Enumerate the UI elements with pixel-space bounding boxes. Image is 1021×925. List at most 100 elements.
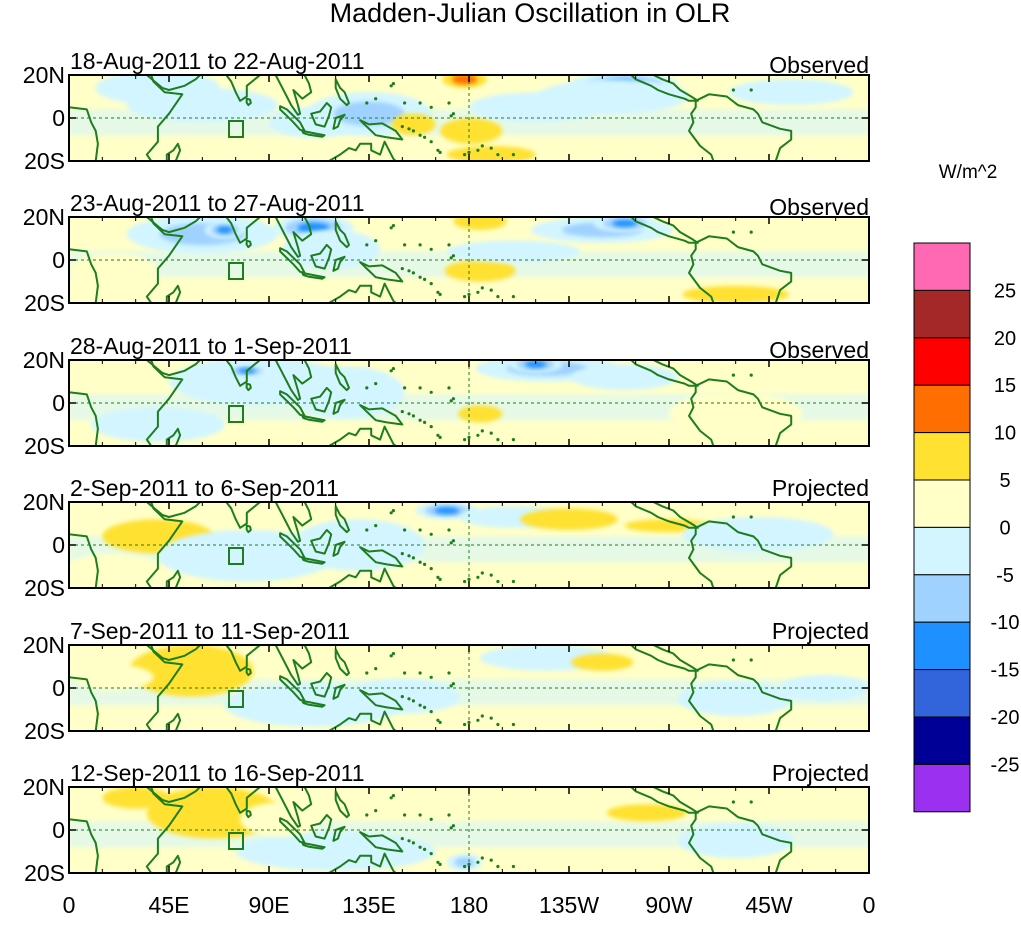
coastline-newguinea xyxy=(359,261,404,283)
y-tick-label: 0 xyxy=(52,675,65,701)
panel-status: Projected xyxy=(772,618,869,644)
x-tick-label: 90W xyxy=(645,892,693,918)
y-tick-label: 20S xyxy=(24,290,65,316)
island-mark xyxy=(463,579,467,584)
island-mark xyxy=(449,114,453,118)
island-mark xyxy=(496,295,500,299)
island-mark xyxy=(418,386,422,390)
y-tick-label: 20N xyxy=(23,632,65,658)
coastline-borneo xyxy=(310,814,333,840)
colorbar-unit-label: W/m^2 xyxy=(939,162,998,183)
island-mark xyxy=(480,144,484,148)
island-mark xyxy=(423,562,427,567)
island-mark xyxy=(403,671,407,675)
island-mark xyxy=(731,230,736,234)
colorbar-swatch xyxy=(913,574,971,623)
island-mark xyxy=(463,722,467,727)
map-panel: 20N 0 20S 7-Sep-2011 to 11-Sep-2011 Projecte… xyxy=(23,618,870,744)
map-panel: 20N 0 20S 23-Aug-2011 to 27-Aug-2011 Observe… xyxy=(23,190,870,316)
island-mark xyxy=(511,295,515,299)
island-mark xyxy=(476,148,480,152)
island-mark xyxy=(449,256,453,260)
island-mark xyxy=(489,431,493,435)
island-mark xyxy=(391,82,395,86)
anomaly-field xyxy=(69,75,869,161)
island-mark xyxy=(438,720,442,725)
coastline-java xyxy=(301,841,326,850)
island-mark xyxy=(418,845,422,849)
island-mark xyxy=(463,295,467,299)
colorbar-tick-label: -5 xyxy=(996,565,1014,587)
island-mark xyxy=(511,153,515,157)
island-mark xyxy=(389,369,393,373)
island-mark xyxy=(511,722,515,727)
island-mark xyxy=(423,420,427,424)
island-mark xyxy=(749,515,753,519)
island-mark xyxy=(438,150,442,154)
y-tick-label: 20N xyxy=(23,62,65,88)
island-mark xyxy=(447,528,451,532)
colorbar-swatch xyxy=(913,763,971,813)
anomaly-contour xyxy=(235,832,436,871)
colorbar-tick-label: -25 xyxy=(991,754,1020,776)
island-mark xyxy=(374,524,378,528)
island-mark xyxy=(389,654,393,658)
island-mark xyxy=(436,718,440,722)
anomaly-contour xyxy=(780,675,869,701)
island-mark xyxy=(403,528,407,532)
coastlines xyxy=(69,645,793,731)
island-mark xyxy=(467,577,471,582)
island-mark xyxy=(451,397,455,401)
map-panel: 20N 0 20S 2-Sep-2011 to 6-Sep-2011 Projected xyxy=(23,475,870,601)
colorbar-tick-label: 15 xyxy=(994,375,1016,397)
coastline-sulawesi xyxy=(332,398,346,415)
island-mark xyxy=(449,826,453,830)
coastline-borneo xyxy=(310,386,333,413)
map-panel: 20N 0 20S 12-Sep-2011 to 16-Sep-2011 Project… xyxy=(23,760,870,886)
y-tick-label: 20N xyxy=(23,347,65,373)
island-mark xyxy=(407,697,411,701)
coastline-southamerica xyxy=(688,805,793,873)
coastline-srilanka xyxy=(245,809,252,819)
coastline-arabia xyxy=(145,502,202,518)
island-mark xyxy=(438,862,442,867)
y-tick-label: 20N xyxy=(23,204,65,230)
anomaly-contour xyxy=(446,240,581,263)
anomaly-contour xyxy=(216,226,233,234)
island-mark xyxy=(391,652,395,656)
coastline-borneo xyxy=(310,672,333,698)
y-tick-label: 0 xyxy=(52,532,65,558)
coastline-centralamerica xyxy=(630,787,699,814)
anomaly-contour xyxy=(73,664,154,691)
island-mark xyxy=(496,722,500,727)
island-mark xyxy=(418,671,422,675)
island-mark xyxy=(511,864,515,869)
island-mark xyxy=(407,412,411,416)
island-mark xyxy=(418,133,422,137)
coastline-arabia xyxy=(145,787,202,803)
x-tick-label: 45E xyxy=(149,892,190,918)
island-mark xyxy=(451,254,455,258)
island-mark xyxy=(447,813,451,817)
island-mark xyxy=(389,511,393,515)
coastline-newguinea xyxy=(359,119,404,141)
coastline-madagascar xyxy=(165,427,182,446)
coastline-sumatra xyxy=(279,247,306,274)
coastline-arabia xyxy=(145,645,202,661)
coastline-centralamerica xyxy=(630,645,699,672)
island-mark xyxy=(447,671,451,675)
island-mark xyxy=(463,438,467,442)
coastline-java xyxy=(301,699,326,708)
y-tick-label: 20S xyxy=(24,148,65,174)
island-mark xyxy=(731,373,736,377)
y-tick-label: 0 xyxy=(52,817,65,843)
island-mark xyxy=(400,125,404,129)
island-mark xyxy=(423,135,427,139)
colorbar-swatch xyxy=(913,526,971,576)
island-mark xyxy=(411,556,415,560)
anomaly-contour xyxy=(606,804,687,822)
island-mark xyxy=(407,554,411,558)
y-tick-label: 20S xyxy=(24,860,65,886)
island-mark xyxy=(429,425,433,429)
island-mark xyxy=(391,509,395,513)
